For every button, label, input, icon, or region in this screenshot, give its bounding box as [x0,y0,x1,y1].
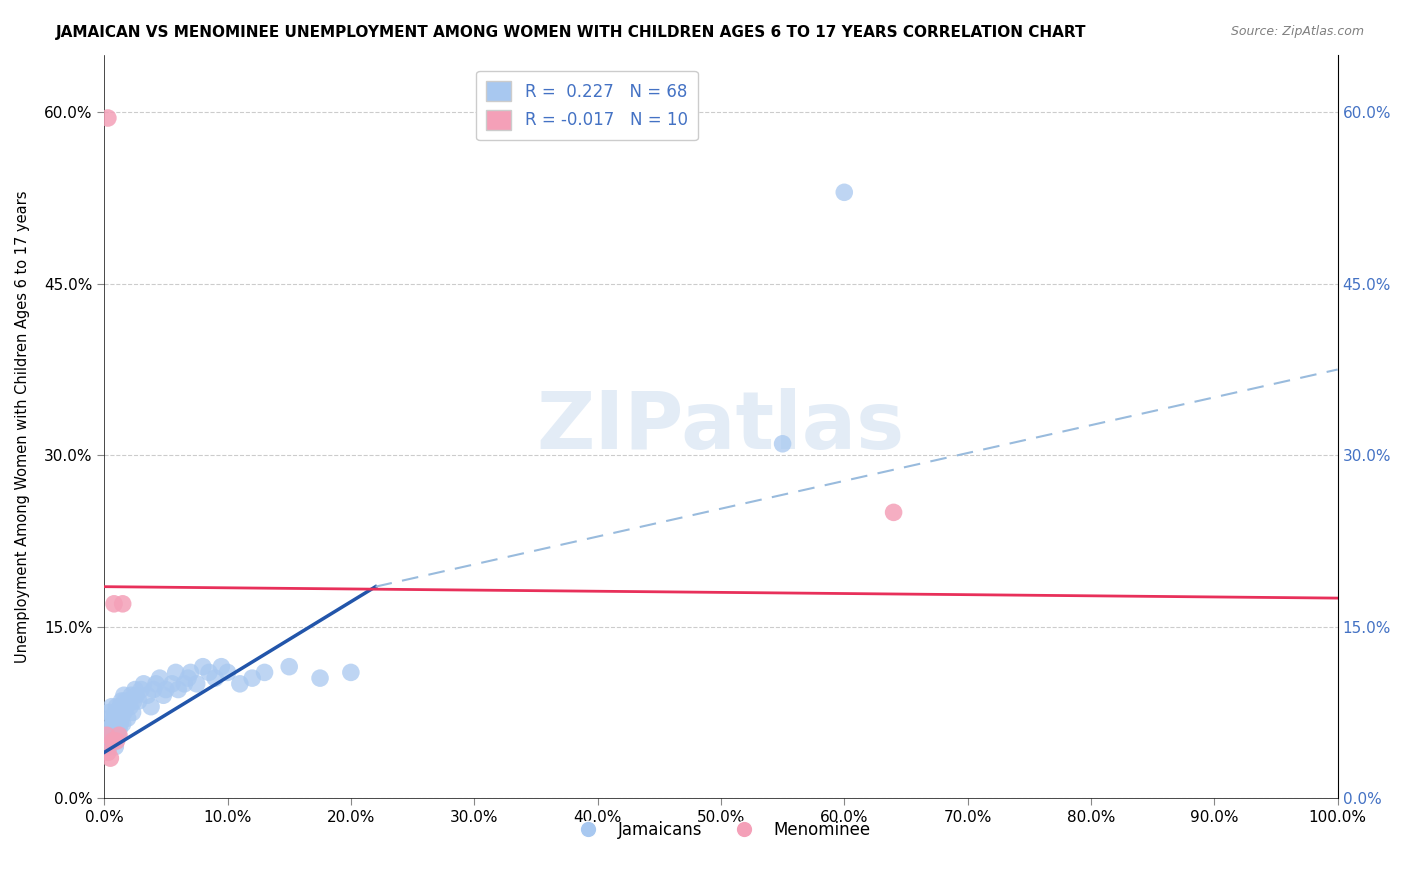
Point [209,659,232,673]
Point [97,746,120,760]
Point [186,677,208,691]
Point [152,688,174,702]
Point [98,711,121,725]
Point [105,734,128,748]
Point [108,723,131,737]
Point [160,677,183,691]
Point [136,688,159,702]
Point [105,723,128,737]
Point [128,694,150,708]
Point [110,694,132,708]
Point [132,677,155,691]
Point [103,728,125,742]
Point [115,699,138,714]
Point [229,677,252,691]
Point [96,728,118,742]
Point [253,665,276,680]
Point [180,665,202,680]
Point [100,723,122,737]
Point [177,671,200,685]
Point [124,682,146,697]
Point [101,734,124,748]
Point [101,716,124,731]
Point [104,739,127,754]
Point [110,716,132,731]
Point [120,688,142,702]
Point [107,711,129,725]
Point [104,706,127,720]
Point [139,699,162,714]
Point [111,597,134,611]
Legend: Jamaicans, Menominee: Jamaicans, Menominee [564,814,877,846]
Point [167,682,190,697]
Point [118,694,141,708]
Point [883,505,905,519]
Point [98,751,121,765]
Point [191,659,214,673]
Point [97,723,120,737]
Point [107,728,129,742]
Point [111,699,134,714]
Point [198,665,221,680]
Point [103,597,125,611]
Point [97,111,120,125]
Point [149,671,172,685]
Point [120,699,142,714]
Point [112,688,135,702]
Point [173,677,195,691]
Point [145,677,167,691]
Point [217,665,239,680]
Text: ZIPatlas: ZIPatlas [537,388,905,466]
Point [122,694,145,708]
Point [103,711,125,725]
Point [142,682,165,697]
Point [204,671,226,685]
Point [125,688,148,702]
Point [117,711,139,725]
Point [832,186,855,200]
Point [100,699,122,714]
Point [110,711,132,725]
Point [98,739,121,754]
Point [101,734,124,748]
Point [165,665,187,680]
Point [309,671,332,685]
Point [112,706,135,720]
Point [108,706,131,720]
Point [105,699,128,714]
Point [155,682,177,697]
Point [98,734,121,748]
Point [121,706,143,720]
Point [114,694,136,708]
Point [111,716,134,731]
Point [108,728,131,742]
Text: JAMAICAN VS MENOMINEE UNEMPLOYMENT AMONG WOMEN WITH CHILDREN AGES 6 TO 17 YEARS : JAMAICAN VS MENOMINEE UNEMPLOYMENT AMONG… [56,25,1087,40]
Point [110,699,132,714]
Point [772,437,794,451]
Y-axis label: Unemployment Among Women with Children Ages 6 to 17 years: Unemployment Among Women with Children A… [15,190,30,663]
Point [129,682,152,697]
Text: Source: ZipAtlas.com: Source: ZipAtlas.com [1230,25,1364,38]
Point [278,659,301,673]
Point [98,706,121,720]
Point [340,665,363,680]
Point [96,728,118,742]
Point [240,671,263,685]
